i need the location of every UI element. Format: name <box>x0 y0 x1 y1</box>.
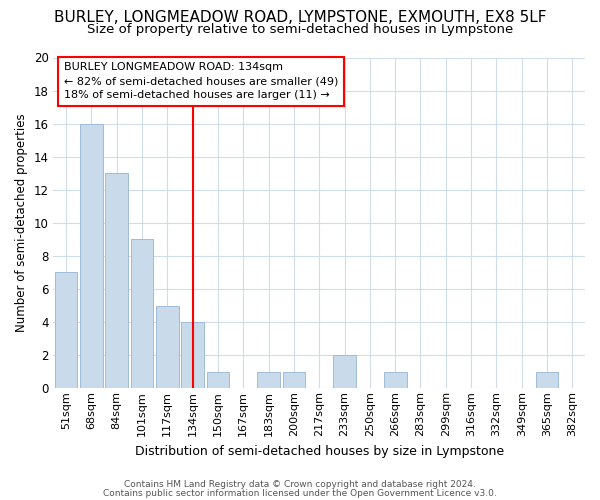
Bar <box>181 322 204 388</box>
Bar <box>55 272 77 388</box>
Bar <box>80 124 103 388</box>
Bar <box>206 372 229 388</box>
Text: Size of property relative to semi-detached houses in Lympstone: Size of property relative to semi-detach… <box>87 22 513 36</box>
Text: BURLEY, LONGMEADOW ROAD, LYMPSTONE, EXMOUTH, EX8 5LF: BURLEY, LONGMEADOW ROAD, LYMPSTONE, EXMO… <box>54 10 546 25</box>
Bar <box>131 240 154 388</box>
Text: BURLEY LONGMEADOW ROAD: 134sqm
← 82% of semi-detached houses are smaller (49)
18: BURLEY LONGMEADOW ROAD: 134sqm ← 82% of … <box>64 62 338 100</box>
Bar <box>333 355 356 388</box>
Text: Contains HM Land Registry data © Crown copyright and database right 2024.: Contains HM Land Registry data © Crown c… <box>124 480 476 489</box>
Bar <box>283 372 305 388</box>
Bar <box>106 174 128 388</box>
X-axis label: Distribution of semi-detached houses by size in Lympstone: Distribution of semi-detached houses by … <box>134 444 504 458</box>
Bar <box>257 372 280 388</box>
Bar <box>536 372 559 388</box>
Bar <box>384 372 407 388</box>
Y-axis label: Number of semi-detached properties: Number of semi-detached properties <box>15 114 28 332</box>
Bar <box>156 306 179 388</box>
Text: Contains public sector information licensed under the Open Government Licence v3: Contains public sector information licen… <box>103 488 497 498</box>
